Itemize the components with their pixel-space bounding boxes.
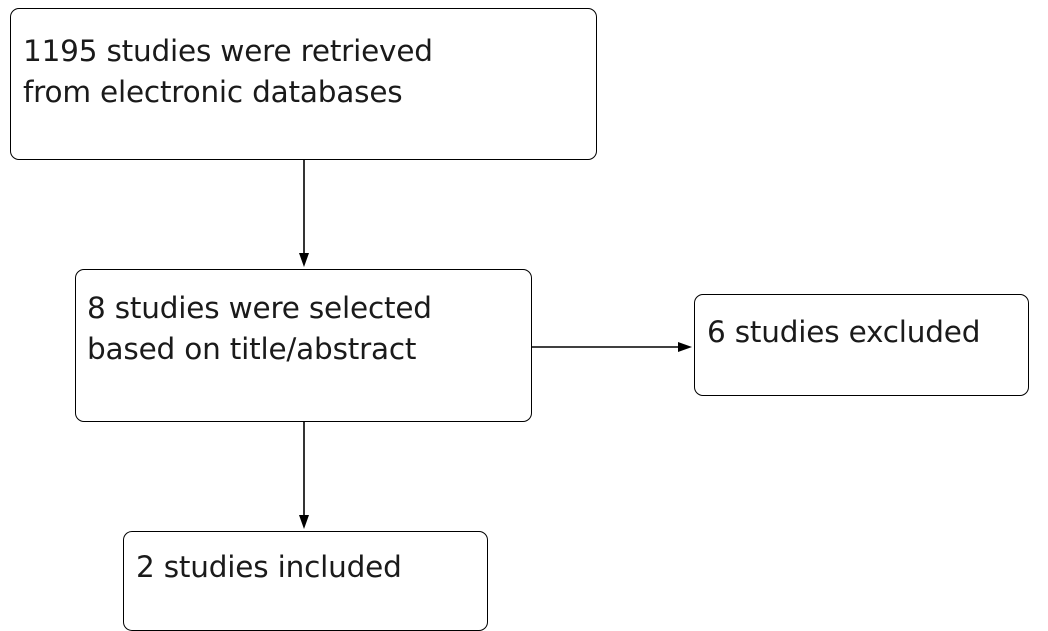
node-studies-excluded: 6 studies excluded [694,294,1029,396]
node-text-line: based on title/abstract [87,332,417,366]
edge-selected-to-excluded [532,342,692,352]
arrowhead-right-icon [678,342,692,352]
node-studies-retrieved: 1195 studies were retrieved from electro… [10,8,597,160]
edge-retrieved-to-selected [299,160,309,267]
node-text-line: 1195 studies were retrieved [23,34,433,68]
node-text-line: 8 studies were selected [87,291,432,325]
node-studies-included: 2 studies included [123,531,488,631]
node-text-line: 6 studies excluded [707,315,981,349]
node-studies-selected: 8 studies were selected based on title/a… [75,269,532,422]
arrowhead-down-icon [299,515,309,529]
arrowhead-down-icon [299,253,309,267]
edge-selected-to-included [299,422,309,529]
node-text-line: 2 studies included [136,550,402,584]
node-text-line: from electronic databases [23,75,403,109]
